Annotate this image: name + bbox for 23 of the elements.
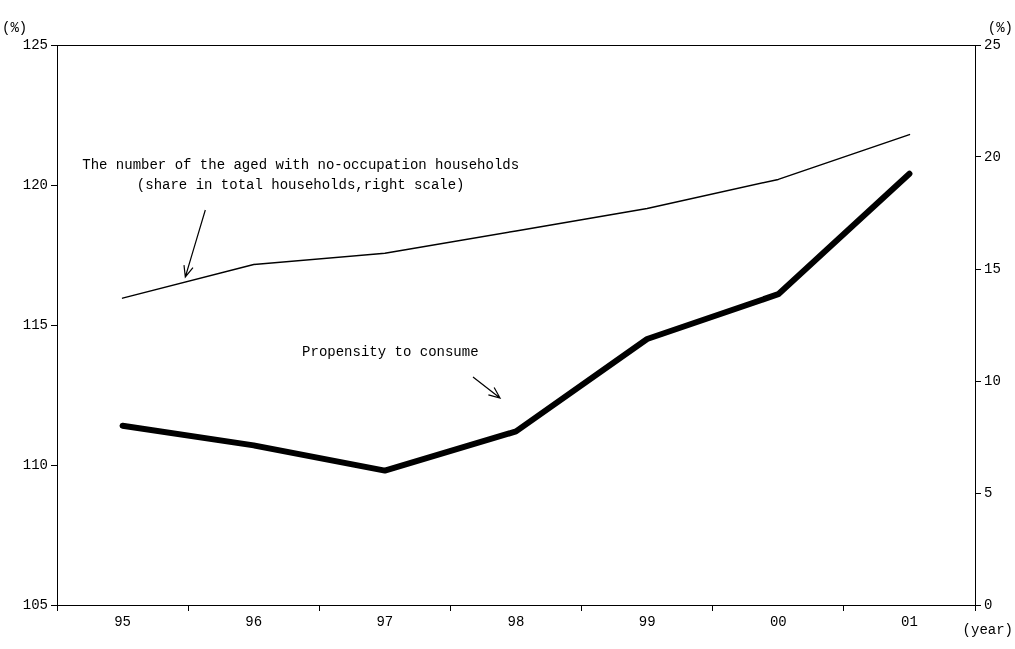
y-tick-label: 120 [22, 176, 48, 193]
x-tick-label: 97 [376, 614, 394, 631]
y2-axis-title: (%) [987, 19, 1013, 36]
x-axis-title: (year) [962, 621, 1013, 638]
x-tick-label: 96 [245, 614, 263, 631]
y2-tick-label: 25 [984, 36, 1001, 53]
x-tick-label: 99 [638, 614, 656, 631]
annotation: Propensity to consume [302, 343, 479, 360]
y2-tick-label: 0 [984, 596, 993, 613]
x-tick-label: 95 [114, 614, 131, 631]
y-tick-label: 125 [22, 36, 48, 53]
y-axis-title: (%) [2, 19, 28, 36]
y2-tick-label: 20 [984, 148, 1001, 165]
x-tick-label: 98 [507, 614, 525, 631]
x-tick-label: 00 [769, 614, 787, 631]
y2-tick-label: 10 [984, 372, 1001, 389]
y-tick-label: 115 [22, 316, 48, 333]
y-tick-label: 110 [22, 456, 48, 473]
y2-tick-label: 5 [984, 484, 993, 501]
y-tick-label: 105 [22, 596, 48, 613]
annotation: The number of the aged with no-occupation households (share in total households,right scale) [82, 156, 520, 193]
y2-tick-label: 15 [984, 260, 1001, 277]
x-tick-label: 01 [901, 614, 918, 631]
